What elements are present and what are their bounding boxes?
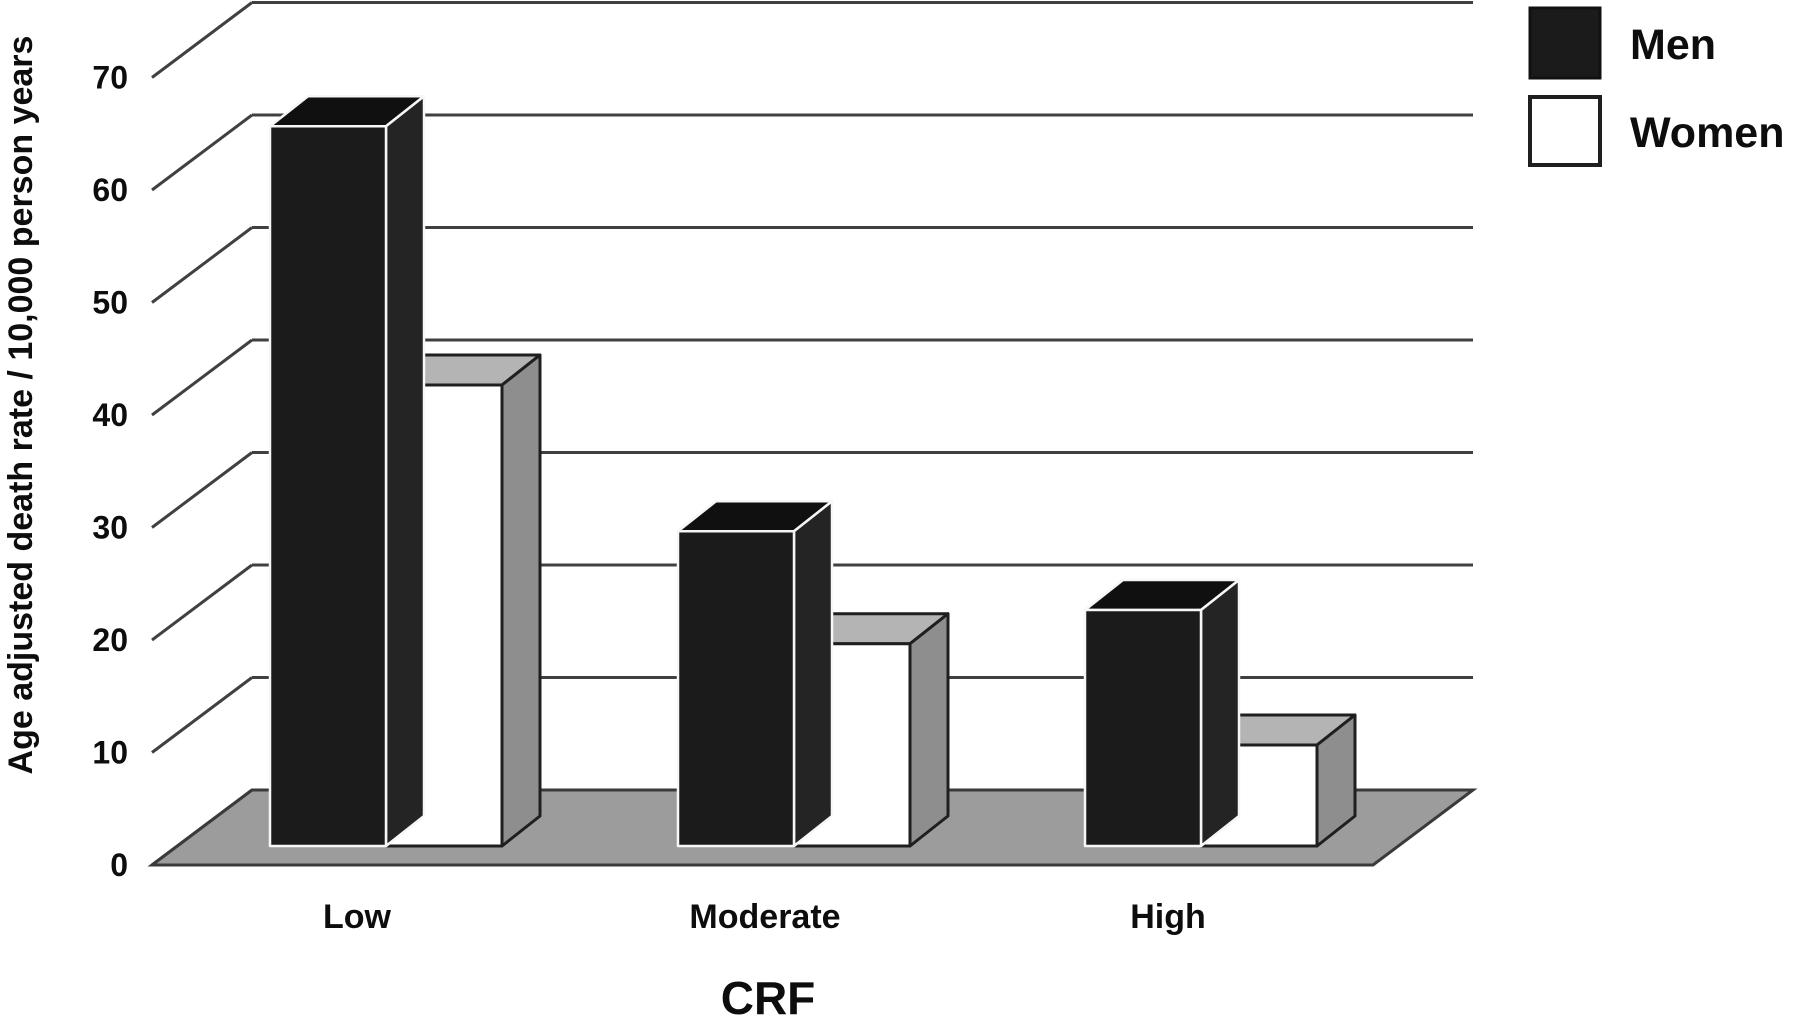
bar-women-moderate-side-face bbox=[908, 612, 950, 848]
legend-swatch-men bbox=[1528, 6, 1602, 80]
category-label-moderate: Moderate bbox=[689, 898, 840, 936]
grid-depth-line bbox=[151, 563, 253, 642]
grid-depth-line bbox=[151, 226, 253, 304]
bar-women-low-side-face bbox=[500, 353, 542, 848]
y-tick-labels: 0 10 20 30 40 50 60 70 bbox=[92, 60, 128, 884]
category-labels: Low Moderate High bbox=[323, 898, 1206, 936]
category-label-high: High bbox=[1130, 898, 1206, 936]
bar-men-high-side-face bbox=[1199, 578, 1241, 848]
grid-depth-line bbox=[151, 1, 253, 79]
bar-men-high-front-face bbox=[1083, 608, 1203, 848]
grid-depth-line bbox=[151, 451, 253, 529]
y-tick-label: 40 bbox=[92, 397, 128, 433]
y-tick-label: 20 bbox=[92, 622, 128, 658]
legend-label-men: Men bbox=[1630, 21, 1716, 69]
y-tick-label: 10 bbox=[92, 735, 128, 771]
legend: Men Women bbox=[1528, 6, 1785, 167]
bar-men-low bbox=[268, 95, 426, 848]
grid-depth-line bbox=[151, 338, 253, 417]
legend-swatch-women bbox=[1528, 95, 1602, 167]
bar-men-moderate bbox=[676, 500, 834, 848]
bar-men-high bbox=[1083, 578, 1241, 848]
y-tick-label: 70 bbox=[92, 60, 128, 96]
x-axis-title: CRF bbox=[721, 972, 816, 1024]
bar-men-low-front-face bbox=[268, 125, 388, 848]
y-axis-title: Age adjusted death rate / 10,000 person … bbox=[2, 36, 40, 775]
legend-label-women: Women bbox=[1630, 109, 1785, 157]
bar-men-low-side-face bbox=[384, 95, 426, 848]
grid-depth-line bbox=[151, 113, 253, 192]
bars-layer bbox=[268, 95, 1357, 848]
grid-depth-line bbox=[151, 676, 253, 754]
y-tick-label: 30 bbox=[92, 510, 128, 546]
category-label-low: Low bbox=[323, 898, 392, 936]
y-tick-label: 60 bbox=[92, 172, 128, 208]
y-tick-label: 0 bbox=[110, 847, 128, 883]
y-tick-label: 50 bbox=[92, 285, 128, 321]
bar-men-moderate-side-face bbox=[792, 500, 834, 848]
bar-men-moderate-front-face bbox=[676, 530, 796, 848]
